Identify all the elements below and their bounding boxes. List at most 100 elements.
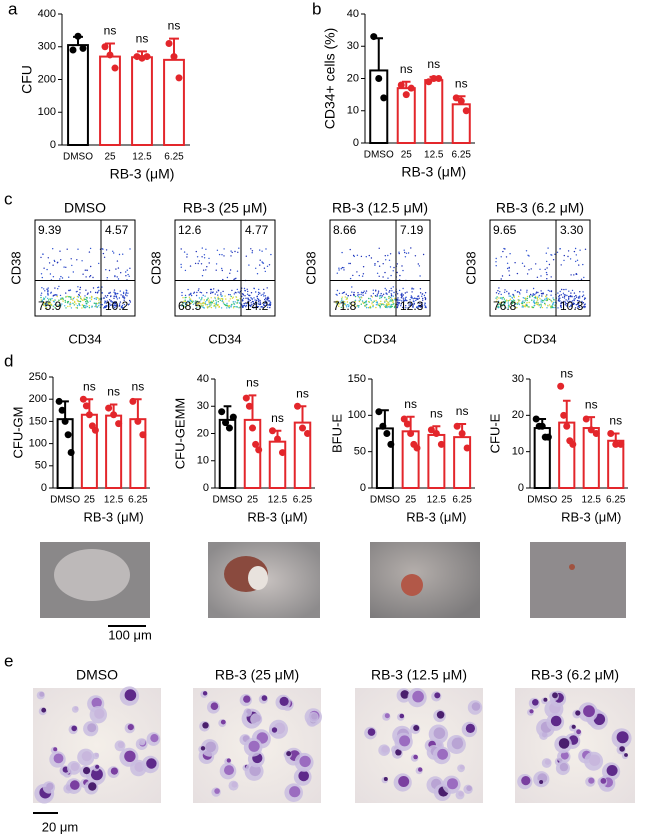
event-dot <box>41 287 43 289</box>
event-dot <box>581 295 584 298</box>
event-dot <box>339 301 341 303</box>
cell-nucleus <box>41 707 47 713</box>
event-dot <box>81 299 84 301</box>
event-dot <box>562 302 564 304</box>
event-dot <box>576 259 579 261</box>
event-dot <box>390 287 392 290</box>
data-point <box>61 417 69 425</box>
event-dot <box>527 254 529 256</box>
event-dot <box>122 292 125 295</box>
event-dot <box>390 274 392 277</box>
event-dot <box>98 305 100 307</box>
event-dot <box>208 300 210 303</box>
event-dot <box>259 299 261 302</box>
event-dot <box>509 298 512 300</box>
event-dot <box>66 295 68 298</box>
event-dot <box>233 303 235 305</box>
event-dot <box>522 306 525 308</box>
data-point <box>242 394 250 402</box>
event-dot <box>207 297 209 299</box>
y-axis-label: CD34+ cells (%) <box>322 28 338 130</box>
event-dot <box>243 303 245 305</box>
cell-nucleus <box>220 719 226 725</box>
event-dot <box>264 297 267 299</box>
event-dot <box>364 292 367 294</box>
event-dot <box>77 286 79 288</box>
data-point <box>400 415 408 423</box>
event-dot <box>408 304 410 306</box>
event-dot <box>222 278 224 281</box>
event-dot <box>125 271 127 273</box>
event-dot <box>254 301 257 303</box>
event-dot <box>58 299 60 301</box>
event-dot <box>114 293 116 295</box>
event-dot <box>103 256 106 258</box>
event-dot <box>582 291 584 293</box>
scale-bar-label: 20 μm <box>42 819 78 834</box>
event-dot <box>400 297 403 299</box>
event-dot <box>101 304 103 306</box>
event-dot <box>251 250 254 252</box>
event-dot <box>523 305 525 307</box>
event-dot <box>217 294 219 296</box>
event-dot <box>387 306 390 308</box>
event-dot <box>505 299 508 301</box>
event-dot <box>584 303 586 305</box>
event-dot <box>335 302 337 304</box>
cell-nucleus <box>81 751 92 762</box>
y-axis-label: BFU-E <box>329 414 344 453</box>
event-dot <box>269 306 271 309</box>
event-dot <box>233 278 235 281</box>
cell-nucleus <box>437 748 448 760</box>
event-dot <box>186 304 189 306</box>
event-dot <box>498 293 500 295</box>
event-dot <box>501 298 503 300</box>
event-dot <box>239 302 241 304</box>
event-dot <box>40 294 42 296</box>
event-dot <box>392 301 394 304</box>
data-point <box>397 81 405 89</box>
event-dot <box>244 290 247 292</box>
event-dot <box>245 304 248 307</box>
event-dot <box>505 256 508 258</box>
event-dot <box>103 297 105 299</box>
event-dot <box>558 294 561 297</box>
event-dot <box>75 307 77 309</box>
event-dot <box>191 301 194 303</box>
event-dot <box>396 263 399 265</box>
event-dot <box>89 275 92 277</box>
event-dot <box>353 294 355 297</box>
event-dot <box>56 294 58 296</box>
event-dot <box>541 299 544 302</box>
event-dot <box>405 307 407 309</box>
event-dot <box>401 265 403 267</box>
cell-nucleus <box>124 750 136 762</box>
event-dot <box>123 307 125 309</box>
event-dot <box>47 302 49 304</box>
x-axis-label: RB-3 (μM) <box>406 509 466 524</box>
event-dot <box>500 256 502 258</box>
quadrant-value: 71.8 <box>333 299 357 313</box>
event-dot <box>573 296 576 298</box>
event-dot <box>559 248 561 250</box>
event-dot <box>532 287 535 290</box>
event-dot <box>268 264 271 266</box>
event-dot <box>208 303 210 305</box>
event-dot <box>504 301 507 303</box>
event-dot <box>349 302 351 304</box>
event-dot <box>518 303 520 306</box>
quadrant-value: 3.30 <box>560 223 584 237</box>
event-dot <box>559 290 561 293</box>
event-dot <box>181 291 183 294</box>
y-tick-label: 100 <box>38 106 56 118</box>
data-point <box>538 422 546 430</box>
event-dot <box>230 306 232 308</box>
event-dot <box>377 292 380 294</box>
event-dot <box>224 295 226 297</box>
event-dot <box>584 297 586 299</box>
event-dot <box>220 294 222 296</box>
event-dot <box>385 292 387 294</box>
event-dot <box>246 302 249 305</box>
data-point <box>587 426 595 434</box>
event-dot <box>526 291 528 293</box>
